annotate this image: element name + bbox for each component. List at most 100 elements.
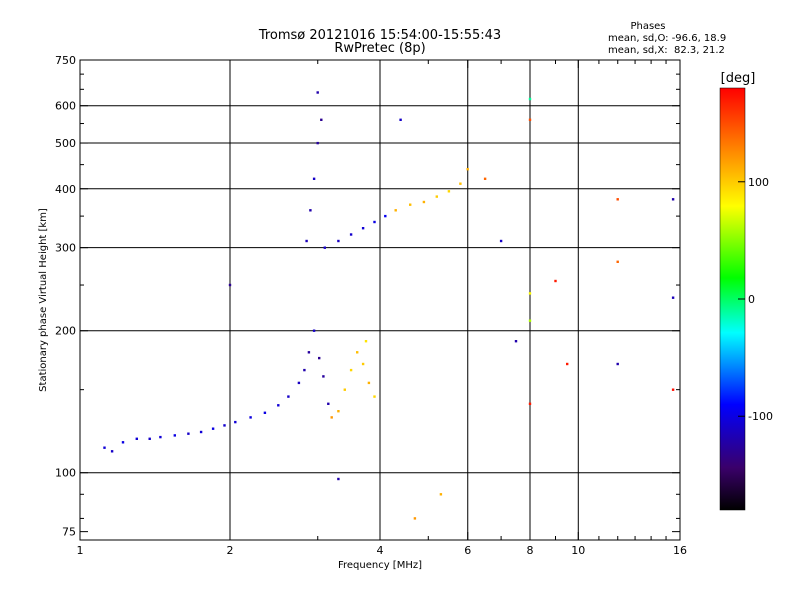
data-point — [439, 493, 443, 496]
data-point — [384, 214, 387, 218]
data-point — [349, 233, 353, 236]
x-tick-label: 1 — [77, 544, 84, 557]
data-point — [528, 402, 532, 405]
data-point — [447, 190, 451, 193]
data-point — [173, 434, 176, 437]
data-point — [309, 209, 312, 212]
data-point — [330, 416, 333, 419]
data-point — [616, 260, 619, 263]
data-point — [528, 118, 532, 121]
data-point — [337, 239, 340, 243]
data-point — [499, 239, 503, 243]
data-point — [528, 292, 532, 295]
data-point — [121, 441, 125, 444]
y-tick-label: 600 — [55, 100, 76, 113]
data-point — [373, 220, 376, 224]
y-tick-label: 300 — [55, 242, 76, 255]
data-point — [367, 381, 371, 385]
data-point — [187, 432, 190, 435]
data-point — [413, 517, 417, 520]
data-point — [148, 437, 151, 440]
data-point — [671, 296, 675, 299]
data-point — [399, 118, 402, 121]
data-point — [483, 177, 487, 180]
colorbar-tick-label: 0 — [748, 293, 755, 306]
x-tick-label: 6 — [464, 544, 471, 557]
x-tick-label: 8 — [527, 544, 534, 557]
data-point — [110, 450, 114, 453]
data-point — [528, 319, 532, 322]
x-tick-label: 2 — [227, 544, 234, 557]
data-point — [671, 198, 675, 201]
tick-marks — [79, 59, 681, 540]
data-point — [361, 362, 365, 366]
data-point — [320, 118, 323, 121]
stats-line-o: mean, sd,O: -96.6, 18.9 — [608, 33, 726, 44]
y-tick-label: 400 — [55, 183, 76, 196]
colorbar-tick-label: -100 — [748, 410, 773, 423]
data-point — [199, 430, 203, 434]
chart-title: Tromsø 20121016 15:54:00-15:55:43 — [258, 28, 501, 43]
chart-subtitle: RwPretec (8p) — [334, 41, 425, 56]
data-point — [671, 388, 675, 391]
data-point — [409, 203, 412, 206]
data-point — [303, 368, 306, 372]
data-point — [373, 395, 376, 398]
y-tick-label: 100 — [55, 467, 76, 480]
tick-labels: 1 2 4 6 8 10 16 75 100 200 300 400 500 600 750 — [55, 54, 687, 557]
data-point — [566, 362, 569, 366]
data-point — [349, 368, 353, 372]
data-point — [356, 351, 359, 354]
data-point — [159, 435, 162, 439]
data-point — [466, 168, 469, 171]
data-point — [316, 91, 319, 94]
data-point — [318, 356, 321, 360]
data-point — [103, 446, 106, 449]
data-point — [307, 351, 311, 354]
data-point — [528, 97, 532, 101]
y-tick-label: 75 — [62, 526, 76, 539]
stats-title: Phases — [630, 21, 665, 32]
data-point — [422, 200, 426, 204]
data-point — [312, 177, 316, 180]
grid-lines — [80, 60, 680, 540]
data-point — [459, 182, 462, 185]
data-point — [327, 402, 330, 405]
data-point — [287, 395, 290, 398]
data-point — [435, 195, 438, 198]
data-point — [323, 246, 326, 249]
data-point — [263, 411, 267, 414]
y-tick-label: 500 — [55, 137, 76, 150]
x-tick-label: 16 — [673, 544, 687, 557]
data-point — [305, 239, 308, 243]
data-point — [616, 362, 619, 366]
data-point — [297, 381, 301, 385]
colorbar-ticks: 100 0 -100 — [738, 176, 773, 423]
data-point — [361, 227, 365, 230]
colorbar-label: [deg] — [721, 71, 756, 86]
x-tick-label: 4 — [377, 544, 384, 557]
data-point — [337, 410, 340, 413]
data-point — [337, 477, 340, 481]
data-point — [514, 340, 518, 343]
data-point — [394, 209, 397, 212]
x-axis-label: Frequency [MHz] — [338, 560, 422, 571]
data-point — [135, 437, 138, 440]
stats-line-x: mean, sd,X: 82.3, 21.2 — [608, 45, 725, 56]
data-point — [316, 141, 319, 145]
y-tick-label: 750 — [55, 54, 76, 67]
data-point — [616, 198, 619, 201]
data-points — [103, 91, 675, 520]
data-point — [234, 420, 237, 424]
data-point — [223, 424, 226, 427]
data-point — [364, 340, 368, 343]
data-point — [322, 375, 325, 378]
data-point — [249, 416, 252, 419]
data-point — [554, 279, 557, 283]
data-point — [277, 404, 280, 407]
x-tick-label: 10 — [571, 544, 585, 557]
y-axis-label: Stationary phase Virtual Height [km] — [38, 208, 49, 392]
data-point — [343, 388, 346, 391]
data-point — [312, 329, 316, 332]
